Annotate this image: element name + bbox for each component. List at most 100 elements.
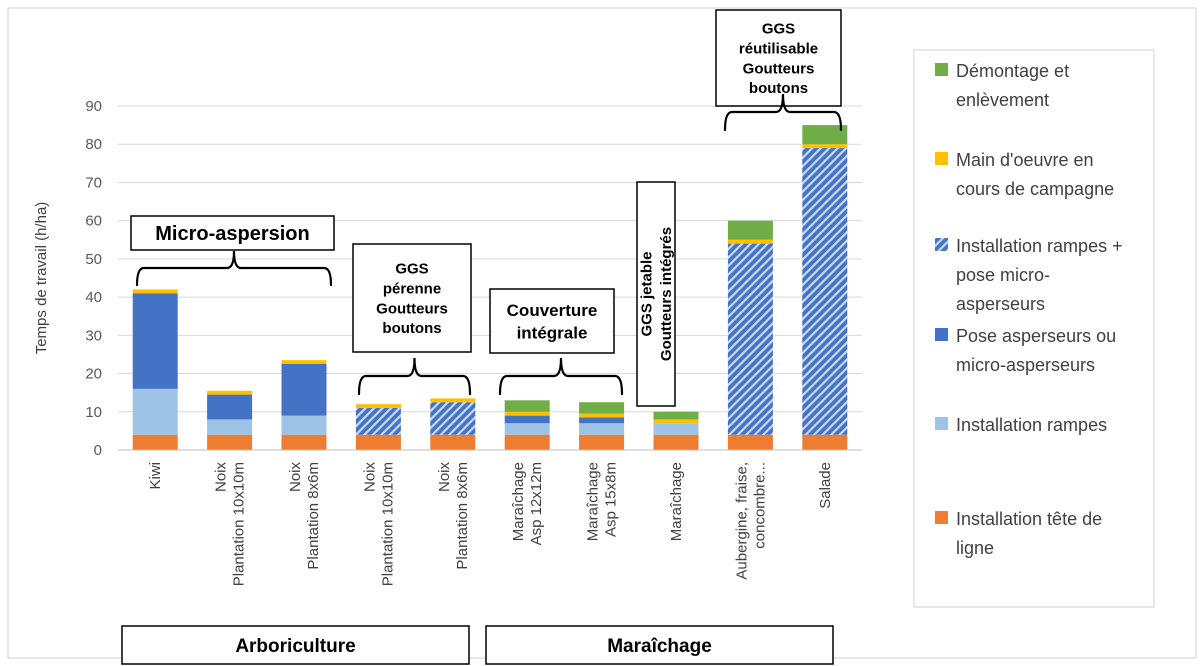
annotation-label: GGS — [762, 21, 795, 38]
bar-segment — [802, 144, 848, 149]
bars — [132, 125, 848, 450]
legend-label: enlèvement — [956, 90, 1049, 110]
legend-label: pose micro- — [956, 265, 1050, 285]
x-category-label: Asp 15x8m — [603, 462, 620, 537]
bar-segment — [653, 434, 699, 450]
annotation-label: Couverture — [507, 301, 598, 320]
legend-swatch — [935, 328, 948, 341]
y-axis-title: Temps de travail (h/ha) — [33, 202, 50, 355]
x-category-label: Maraîchage — [668, 462, 685, 541]
y-tick-label: 90 — [85, 98, 102, 115]
brace-bracket — [135, 250, 333, 287]
y-tick-label: 10 — [85, 404, 102, 421]
bar-segment — [579, 402, 625, 414]
bar-segment — [132, 293, 178, 389]
legend-label: ligne — [956, 538, 994, 558]
legend-swatch — [935, 511, 948, 524]
bar-segment — [430, 398, 476, 403]
annotation-label: pérenne — [383, 281, 441, 298]
x-category-label: Noix — [287, 462, 304, 493]
bar-segment — [355, 434, 401, 450]
group-box — [485, 625, 834, 665]
y-tick-label: 20 — [85, 366, 102, 383]
brace-bracket — [357, 357, 472, 396]
x-category-label: Noix — [436, 462, 453, 493]
x-category-label: Asp 12x12m — [528, 462, 545, 545]
annotation-label: boutons — [749, 80, 808, 97]
y-tick-label: 80 — [85, 136, 102, 153]
bar-segment — [207, 394, 253, 420]
bar-segment — [281, 434, 327, 450]
bar-segment — [727, 434, 773, 450]
group-label: Maraîchage — [607, 636, 712, 657]
y-tick-label: 0 — [94, 442, 102, 459]
bar-segment — [504, 423, 550, 435]
legend-label: micro-asperseurs — [956, 355, 1095, 375]
brace-bracket — [723, 93, 843, 132]
annotation-box — [489, 288, 615, 354]
bar-segment — [802, 434, 848, 450]
bar-segment — [281, 364, 327, 416]
brace-bracket — [498, 357, 624, 396]
annotations: Micro-aspersion GGS pérenne Goutteurs bouton… — [130, 9, 843, 407]
bar-segment — [727, 220, 773, 240]
bar-segment — [207, 434, 253, 450]
annotation-label: GGS — [395, 261, 428, 278]
bar-segment — [504, 411, 550, 416]
bar-segment — [802, 148, 848, 435]
bar-segment — [132, 388, 178, 435]
annotation-box — [352, 243, 472, 353]
bar-segment — [355, 404, 401, 408]
bar-segment — [802, 125, 848, 145]
legend-label: Main d'oeuvre en — [956, 150, 1094, 170]
x-category-label: Aubergine, fraise, — [733, 462, 750, 580]
bar-segment — [281, 415, 327, 435]
legend-label: Installation rampes — [956, 415, 1107, 435]
annotation-label: intégrale — [517, 323, 588, 342]
x-category-label: Plantation 8x6m — [305, 462, 322, 570]
bar-segment — [207, 419, 253, 435]
annotation-box — [636, 181, 676, 407]
legend-label: Installation tête de — [956, 509, 1102, 529]
x-category-label: Plantation 10x10m — [379, 462, 396, 586]
annotation-label: boutons — [382, 320, 441, 337]
bar-segment — [132, 289, 178, 294]
x-category-label: concombre... — [751, 462, 768, 549]
annotation-label: Goutteurs intégrés — [658, 227, 675, 361]
bar-segment — [579, 413, 625, 418]
x-category-label: Plantation 8x6m — [454, 462, 471, 570]
axes: 0 10 20 30 40 50 60 70 80 90 Temps de travail (h/h… — [33, 98, 862, 586]
bar-segment — [579, 434, 625, 450]
legend-swatch — [935, 238, 948, 251]
legend-label: asperseurs — [956, 294, 1045, 314]
annotation-box — [130, 215, 335, 251]
y-tick-label: 50 — [85, 251, 102, 268]
annotation-label: Goutteurs — [743, 60, 815, 77]
bar-segment — [579, 417, 625, 424]
bar-segment — [727, 243, 773, 435]
category-groups: Arboriculture Maraîchage — [121, 625, 834, 665]
bar-segment — [430, 434, 476, 450]
bar-segment — [653, 411, 699, 420]
bar-segment — [504, 400, 550, 412]
legend-swatch — [935, 152, 948, 165]
annotation-label: Micro-aspersion — [155, 223, 309, 245]
legend-swatch — [935, 417, 948, 430]
x-category-label: Kiwi — [147, 462, 164, 490]
bar-segment — [355, 407, 401, 435]
bar-segment — [504, 415, 550, 424]
y-tick-label: 70 — [85, 174, 102, 191]
legend: Démontage et enlèvement Main d'oeuvre en co… — [913, 49, 1155, 608]
annotation-box — [715, 9, 842, 107]
y-tick-label: 60 — [85, 213, 102, 230]
legend-label: Installation rampes + — [956, 236, 1123, 256]
bar-segment — [430, 402, 476, 435]
annotation-label: réutilisable — [739, 41, 818, 58]
legend-swatch — [935, 63, 948, 76]
bar-segment — [653, 423, 699, 435]
bar-segment — [579, 423, 625, 435]
x-category-label: Salade — [817, 462, 834, 509]
group-box — [121, 625, 470, 665]
legend-label: Pose asperseurs ou — [956, 326, 1116, 346]
